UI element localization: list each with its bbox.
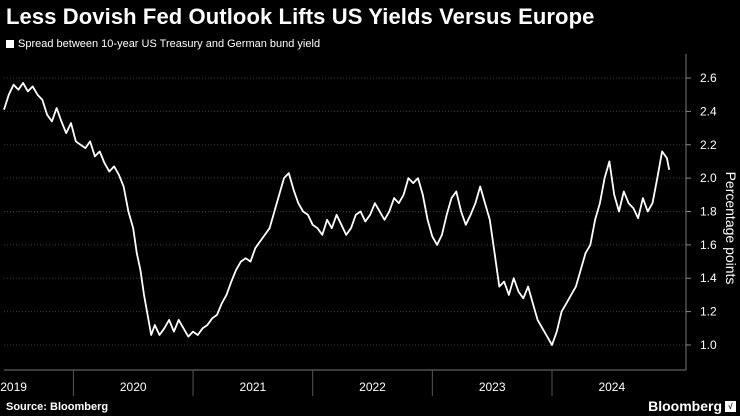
y-tick-label: 1.0	[700, 338, 717, 352]
x-tick-label: 2024	[598, 380, 625, 394]
y-tick-label: 2.2	[700, 138, 717, 152]
x-tick-label: 2021	[240, 380, 267, 394]
y-tick-label: 1.8	[700, 204, 717, 218]
chart-title: Less Dovish Fed Outlook Lifts US Yields …	[6, 4, 595, 29]
source-note: Source: Bloomberg	[6, 401, 109, 413]
legend-label: Spread between 10-year US Treasury and G…	[18, 38, 321, 50]
series-line-us-bund-spread	[3, 82, 671, 346]
gridlines	[4, 77, 686, 346]
y-axis-title: Percentage points	[723, 172, 739, 285]
legend: Spread between 10-year US Treasury and G…	[6, 38, 320, 50]
legend-swatch	[6, 40, 14, 48]
y-tick-label: 2.4	[700, 104, 717, 118]
x-tick-label: 2023	[479, 380, 506, 394]
x-tick-label: 2019	[0, 380, 27, 394]
brand-badge-icon: √	[725, 401, 736, 412]
y-tick-label: 1.6	[700, 238, 717, 252]
brand-logo: Bloomberg	[648, 398, 722, 414]
y-tick-label: 2.6	[700, 71, 717, 85]
y-tick-label: 1.2	[700, 305, 717, 319]
y-tick-label: 1.4	[700, 271, 717, 285]
x-tick-label: 2020	[120, 380, 147, 394]
y-axis: 2.6 2.4 2.2 2.0 1.8 1.6 1.4 1.2 1.0	[685, 54, 717, 370]
x-axis: 2019 2020 2021 2022 2023 2024	[0, 369, 686, 396]
x-tick-label: 2022	[359, 380, 386, 394]
y-tick-label: 2.0	[700, 171, 717, 185]
